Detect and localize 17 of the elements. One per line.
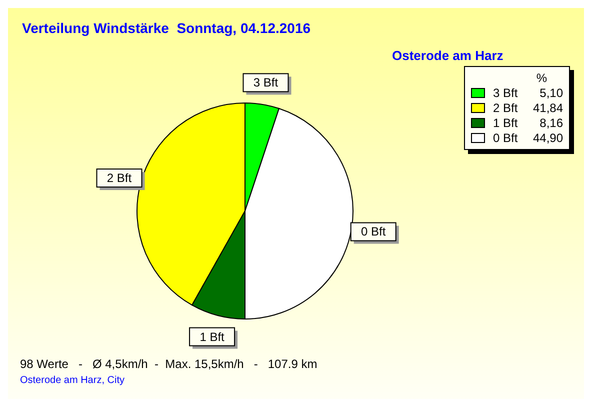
slice-label: 2 Bft xyxy=(106,171,132,186)
data-label: 44,90 xyxy=(532,130,563,144)
legend-label: 1 Bft xyxy=(493,116,519,130)
legend-label: 0 Bft xyxy=(493,130,519,144)
slice-label: 0 Bft xyxy=(360,224,386,239)
text: 98 Werte - Ø 4,5km/h - Max. 15,5km/h - 107.9 km xyxy=(20,357,318,371)
data-label: 5,10 xyxy=(538,86,563,100)
slice-label: 3 Bft xyxy=(253,76,279,90)
legend-label: 3 Bft xyxy=(493,86,519,100)
text: Osterode am Harz, City xyxy=(20,375,124,386)
slice-label: 1 Bft xyxy=(200,330,226,344)
data-label: 41,84 xyxy=(532,100,563,114)
data-label: 8,16 xyxy=(538,116,563,130)
chart-title: Verteilung Windstärke Sonntag, 04.12.2016 xyxy=(22,20,311,36)
legend-title: % xyxy=(535,71,548,85)
chart-subtitle: Osterode am Harz xyxy=(392,48,504,63)
legend-label: 2 Bft xyxy=(493,100,519,114)
